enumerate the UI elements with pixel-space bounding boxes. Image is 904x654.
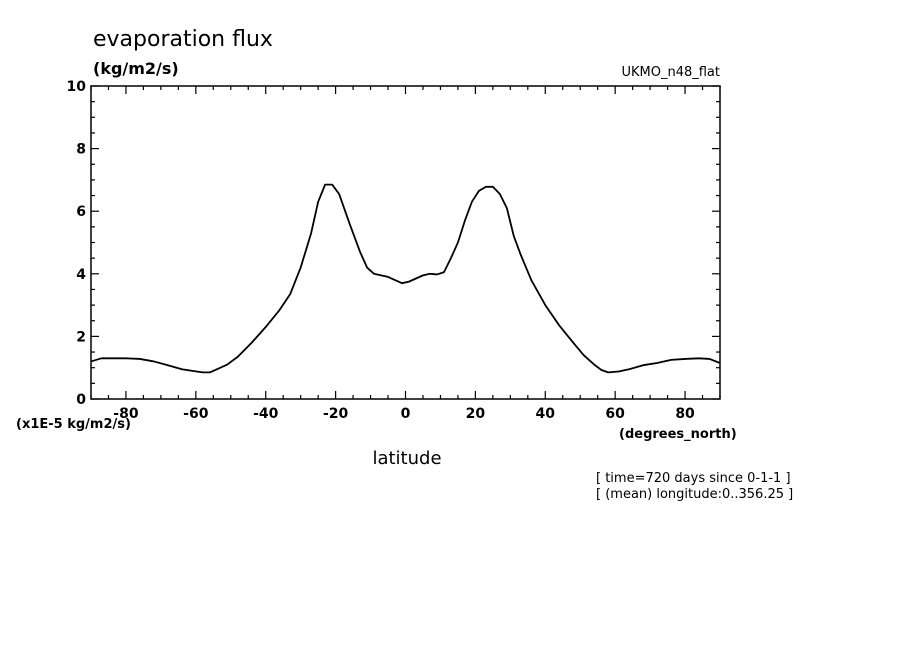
scale-label: (x1E-5 kg/m2/s) bbox=[16, 417, 131, 432]
y-tick-label: 4 bbox=[76, 267, 86, 283]
annotation-time: [ time=720 days since 0-1-1 ] bbox=[596, 471, 791, 486]
x-tick-label: -60 bbox=[183, 406, 209, 422]
units-label: (kg/m2/s) bbox=[93, 59, 179, 78]
x-axis-label: latitude bbox=[372, 448, 441, 469]
x-tick-label: 40 bbox=[536, 406, 556, 422]
y-tick-label: 8 bbox=[76, 142, 86, 158]
x-tick-label: 20 bbox=[466, 406, 486, 422]
x-tick-labels: -80 -60 -40 -20 0 20 40 60 80 bbox=[113, 406, 695, 422]
y-tick-label: 0 bbox=[76, 392, 86, 408]
x-units-label: (degrees_north) bbox=[619, 427, 737, 442]
x-tick-label: 0 bbox=[401, 406, 411, 422]
x-tick-label: 60 bbox=[605, 406, 625, 422]
model-label: UKMO_n48_flat bbox=[621, 65, 720, 80]
y-tick-label: 2 bbox=[76, 329, 86, 345]
x-tick-label: -80 bbox=[113, 406, 139, 422]
x-tick-label: -20 bbox=[323, 406, 349, 422]
series-layer bbox=[90, 183, 721, 374]
chart-title: evaporation flux bbox=[93, 27, 273, 52]
plot-frame bbox=[90, 85, 721, 400]
y-tick-label: 10 bbox=[67, 79, 87, 95]
y-tick-label: 6 bbox=[76, 204, 86, 220]
y-tick-labels: 0 2 4 6 8 10 bbox=[67, 79, 87, 408]
annotation-longitude: [ (mean) longitude:0..356.25 ] bbox=[596, 487, 793, 502]
x-tick-label: -40 bbox=[253, 406, 279, 422]
series-line bbox=[90, 183, 721, 374]
x-tick-label: 80 bbox=[675, 406, 695, 422]
axis-ticks bbox=[90, 85, 721, 400]
